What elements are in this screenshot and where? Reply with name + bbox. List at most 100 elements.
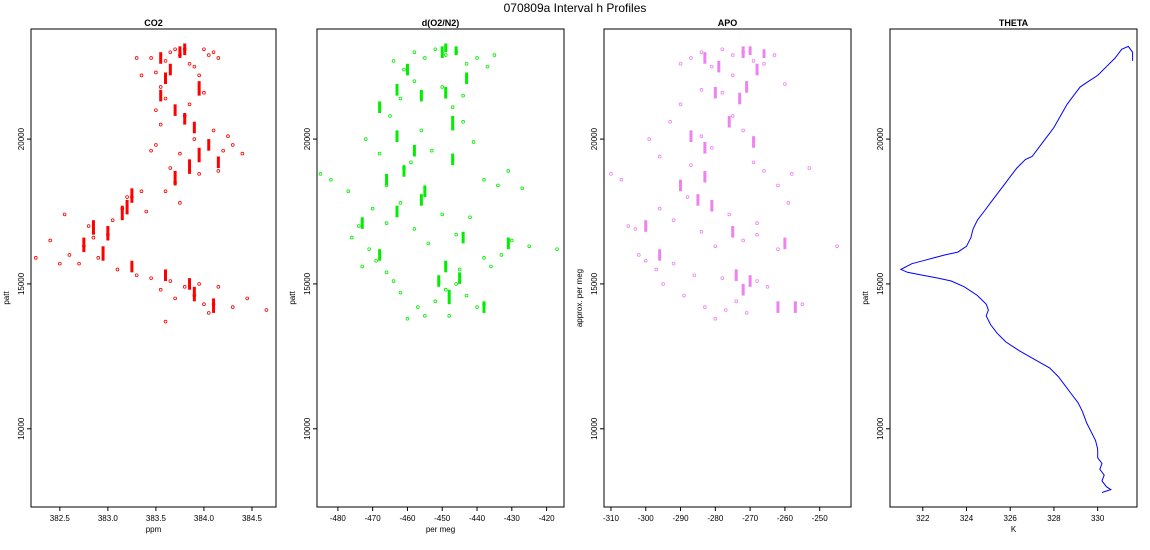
data-point bbox=[125, 195, 129, 199]
data-point bbox=[447, 313, 451, 318]
data-point bbox=[412, 227, 417, 231]
data-point bbox=[412, 50, 417, 54]
x-tick-label: 324 bbox=[960, 514, 974, 523]
x-axis-label: K bbox=[1011, 525, 1017, 534]
x-tick-label: 383.0 bbox=[98, 514, 119, 523]
data-point bbox=[388, 114, 392, 118]
data-point bbox=[699, 134, 704, 138]
x-tick-label: -440 bbox=[469, 514, 486, 523]
data-point bbox=[158, 85, 163, 89]
data-point bbox=[398, 290, 403, 295]
data-point bbox=[346, 189, 351, 194]
data-point bbox=[678, 61, 683, 66]
data-point bbox=[398, 96, 403, 101]
data-point bbox=[367, 247, 371, 251]
data-point bbox=[703, 305, 707, 309]
y-axis-label: patt bbox=[861, 291, 870, 305]
data-point bbox=[197, 172, 201, 176]
data-point bbox=[457, 267, 462, 272]
data-point bbox=[689, 56, 693, 60]
data-point bbox=[67, 253, 72, 257]
data-point bbox=[197, 73, 201, 78]
data-point bbox=[318, 172, 323, 176]
data-point bbox=[154, 143, 158, 147]
plot-frame bbox=[889, 28, 1138, 508]
data-point bbox=[264, 308, 269, 312]
data-point bbox=[633, 227, 638, 231]
panel-title: d(O2/N2) bbox=[422, 18, 460, 28]
data-point bbox=[468, 215, 472, 220]
data-point bbox=[654, 267, 658, 272]
data-point bbox=[751, 59, 756, 63]
data-point bbox=[555, 247, 559, 251]
data-point bbox=[692, 273, 697, 278]
data-point bbox=[86, 224, 91, 228]
data-point bbox=[96, 256, 101, 260]
data-point bbox=[391, 279, 396, 283]
data-point bbox=[464, 293, 469, 298]
data-point bbox=[409, 160, 413, 165]
data-point bbox=[173, 47, 177, 52]
data-point bbox=[230, 143, 235, 147]
data-point bbox=[163, 96, 168, 101]
y-tick-label: 10000 bbox=[17, 417, 26, 440]
data-point bbox=[149, 56, 153, 60]
x-tick-label: -420 bbox=[539, 514, 556, 523]
data-point bbox=[741, 238, 745, 243]
data-point bbox=[363, 137, 368, 141]
data-point bbox=[626, 224, 631, 228]
data-point bbox=[755, 279, 759, 283]
data-point bbox=[685, 195, 690, 199]
data-point bbox=[730, 73, 735, 78]
data-point bbox=[520, 186, 525, 191]
data-point bbox=[765, 285, 770, 289]
data-point bbox=[58, 261, 62, 266]
x-tick-label: 383.5 bbox=[146, 514, 167, 523]
data-point bbox=[211, 50, 216, 54]
data-point bbox=[762, 61, 766, 66]
data-point bbox=[230, 305, 235, 309]
data-point bbox=[139, 73, 144, 78]
data-point bbox=[682, 293, 686, 298]
x-tick-label: 328 bbox=[1047, 514, 1061, 523]
data-point bbox=[134, 56, 139, 60]
data-point bbox=[144, 209, 149, 214]
x-tick-label: -450 bbox=[434, 514, 451, 523]
data-point bbox=[149, 276, 153, 280]
data-point bbox=[349, 235, 354, 240]
data-point bbox=[464, 61, 469, 66]
data-point bbox=[699, 229, 704, 234]
data-point bbox=[62, 212, 67, 217]
data-point bbox=[636, 253, 641, 257]
panel-4: THETA 322 324 326 328 330 K 10000 15000 20000 patt bbox=[861, 18, 1138, 534]
data-point bbox=[423, 313, 427, 318]
x-axis-label: ppm bbox=[146, 525, 162, 534]
data-point bbox=[489, 264, 493, 269]
data-point bbox=[734, 299, 738, 304]
data-point bbox=[187, 102, 192, 107]
data-point bbox=[391, 59, 396, 63]
y-tick-label: 15000 bbox=[17, 272, 26, 295]
x-tick-label: -430 bbox=[504, 514, 521, 523]
data-point bbox=[751, 160, 756, 165]
data-point bbox=[713, 244, 718, 249]
data-point bbox=[755, 232, 759, 237]
y-tick-label: 15000 bbox=[876, 272, 885, 295]
data-point bbox=[384, 270, 389, 275]
data-point bbox=[110, 218, 115, 223]
data-point bbox=[727, 212, 732, 217]
data-point bbox=[149, 148, 153, 153]
data-point bbox=[178, 151, 182, 156]
data-point bbox=[443, 53, 448, 57]
data-point bbox=[454, 282, 458, 286]
y-axis-label: patt bbox=[2, 291, 11, 305]
data-point bbox=[374, 258, 378, 263]
data-point bbox=[168, 166, 173, 170]
panels: CO2 382.5 383.0 383.5 384.0 384.5 ppm 10000 1500… bbox=[2, 18, 1138, 534]
panel-3: APO -310 -300 -290 -280 -270 -260 -250 10000 1500… bbox=[575, 18, 852, 523]
data-point bbox=[671, 218, 676, 223]
data-point bbox=[720, 90, 725, 95]
data-point bbox=[398, 201, 403, 205]
data-point bbox=[647, 137, 652, 141]
data-point bbox=[461, 93, 465, 98]
